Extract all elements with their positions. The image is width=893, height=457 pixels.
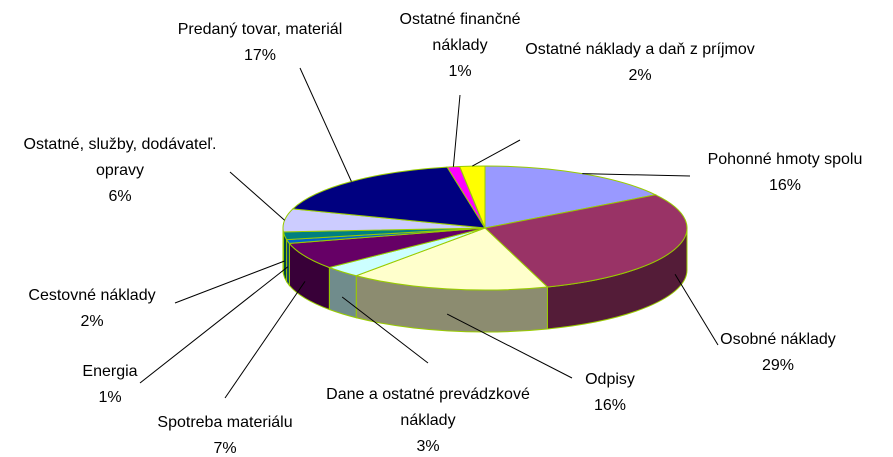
slice-label: Osobné náklady 29% [698, 327, 858, 379]
leader-line [452, 94, 461, 167]
leader-line [229, 171, 285, 221]
slice-name: Odpisy [585, 371, 635, 388]
leader-line [299, 67, 352, 182]
slice-value: 2% [80, 313, 104, 330]
slice-label: Pohonné hmoty spolu 16% [680, 147, 890, 199]
slice-name: Predaný tovar, materiál [177, 21, 343, 38]
slice-label: Predaný tovar, materiál 17% [145, 17, 375, 69]
slice-label: Cestovné náklady 2% [2, 283, 182, 335]
slice-label: Ostatné náklady a daň z príjmov 2% [525, 37, 755, 89]
slice-name: Ostatné, služby, dodávateľ. opravy [23, 136, 217, 179]
slice-value: 6% [108, 188, 132, 205]
leader-line [582, 173, 691, 177]
slice-label: Spotreba materiálu 7% [130, 410, 320, 457]
leader-line [341, 296, 429, 364]
slice-label: Energia 1% [70, 359, 150, 411]
leader-line [224, 281, 306, 399]
slice-name: Ostatné náklady a daň z príjmov [525, 41, 755, 58]
slice-name: Dane a ostatné prevádzkové náklady [326, 386, 530, 429]
slice-value: 3% [416, 438, 440, 455]
slice-value: 16% [593, 397, 627, 414]
slice-label: Ostatné finančné náklady 1% [385, 7, 535, 85]
slice-name: Cestovné náklady [28, 287, 156, 304]
slice-value: 1% [98, 389, 122, 406]
slice-value: 1% [448, 63, 472, 80]
slice-label: Ostatné, služby, dodávateľ. opravy 6% [20, 132, 220, 210]
leader-line [174, 260, 285, 304]
slice-label: Dane a ostatné prevádzkové náklady 3% [323, 382, 533, 457]
slice-value: 29% [761, 357, 795, 374]
slice-value: 17% [243, 47, 277, 64]
slice-value: 2% [628, 67, 652, 84]
leader-line [674, 273, 719, 346]
slice-value: 16% [768, 177, 802, 194]
pie-slice [291, 166, 486, 229]
pie-slice [354, 227, 549, 291]
leader-line [446, 313, 573, 379]
pie-slice [483, 194, 688, 288]
slice-name: Osobné náklady [720, 331, 836, 348]
slice-name: Pohonné hmoty spolu [707, 151, 863, 168]
slice-label: Odpisy 16% [570, 367, 650, 419]
leader-line [139, 266, 289, 384]
slice-name: Spotreba materiálu [157, 414, 293, 431]
slice-name: Energia [82, 363, 138, 380]
slice-value: 7% [213, 440, 237, 457]
slice-name: Ostatné finančné náklady [399, 11, 521, 54]
leader-line [472, 139, 521, 167]
